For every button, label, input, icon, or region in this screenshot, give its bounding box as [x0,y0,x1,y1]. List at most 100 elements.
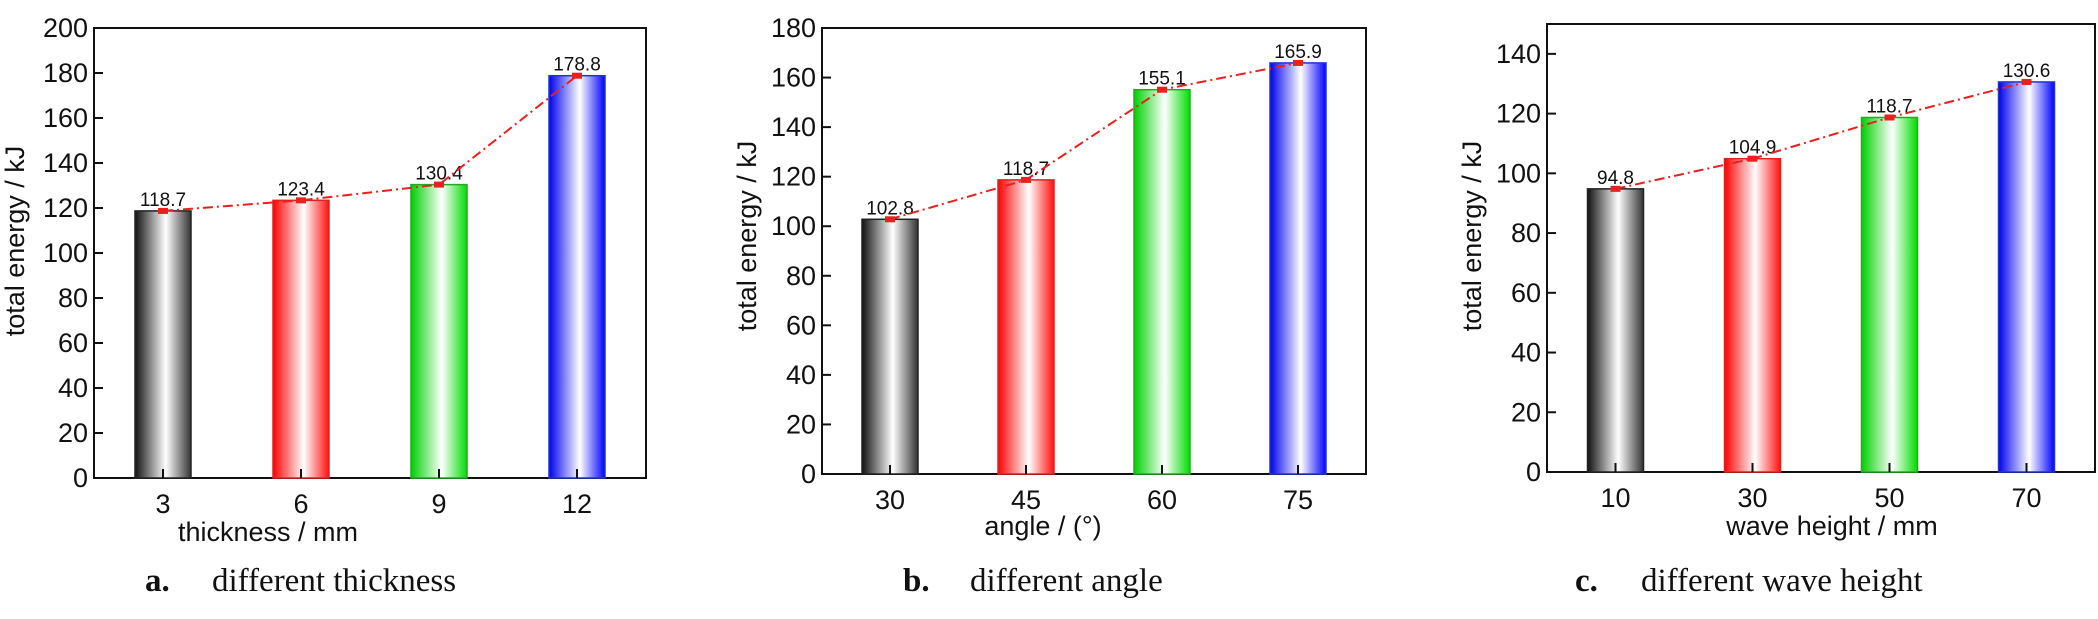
panel-b-xlabel: angle / (°) [984,511,1101,541]
trend-marker [1610,185,1621,192]
y-tick-label: 0 [801,459,816,489]
panel-c-caption-letter: c. [1575,563,1598,599]
x-tick-label: 9 [431,489,446,519]
data-label: 155.1 [1138,69,1186,90]
y-tick-label: 40 [786,360,816,390]
y-tick-label: 40 [58,373,88,403]
trend-marker [1157,86,1167,93]
y-tick-label: 140 [771,112,816,142]
panel-c-plot: 0 20 40 60 80 100 120 140 10 94.8 30 104.9 50 118.7 70… [1496,23,2096,513]
x-tick-label: 50 [1874,483,1904,513]
trend-marker [885,216,895,223]
panel-a-caption-letter: a. [145,563,170,599]
bar [410,183,468,479]
y-tick-label: 60 [58,328,88,358]
x-tick-label: 3 [155,489,170,519]
panel-a: 0 20 40 60 80 100 120 140 160 180 200 3 118.7 6 123.4 9… [0,13,647,599]
trend-marker [1293,59,1303,66]
y-tick-label: 80 [58,283,88,313]
trend-marker [296,197,306,204]
y-tick-label: 80 [1511,218,1541,248]
plot-frame [821,27,1367,475]
trend-line [889,61,1299,221]
bar [134,210,192,479]
bar [548,74,606,479]
x-tick-label: 60 [1147,485,1177,515]
x-tick-label: 70 [2011,483,2041,513]
panel-c-ylabel: total energy / kJ [1457,141,1487,332]
panel-b-ylabel: total energy / kJ [732,141,762,332]
x-tick-label: 75 [1283,485,1313,515]
data-label: 104.9 [1729,138,1777,159]
data-label: 130.6 [2003,61,2051,82]
y-tick-label: 180 [771,13,816,43]
data-label: 123.4 [277,179,325,200]
y-tick-label: 120 [1496,99,1541,129]
panel-c-caption-text: different wave height [1641,563,1923,599]
trend-marker [1747,155,1758,162]
x-tick-label: 10 [1600,483,1630,513]
bar [997,179,1055,475]
y-tick-label: 180 [43,58,88,88]
data-label: 130.4 [415,164,463,185]
trend-marker [572,72,582,79]
y-tick-label: 100 [43,238,88,268]
data-label: 94.8 [1597,168,1634,189]
panel-b-caption-text: different angle [970,563,1163,599]
bar [1860,116,1919,473]
bar [1723,157,1782,473]
panel-a-xlabel: thickness / mm [178,517,358,547]
trend-marker [2021,78,2032,85]
trend-marker [1021,176,1031,183]
trend-marker [158,207,168,214]
bar [1133,88,1191,475]
y-tick-label: 40 [1511,338,1541,368]
trend-marker [434,181,444,188]
y-tick-label: 200 [43,13,88,43]
trend-line [162,74,578,212]
bar [861,218,919,475]
plot-frame [1546,23,2096,473]
panel-b-plot: 0 20 40 60 80 100 120 140 160 180 30 102.8 45 118.7 60… [771,13,1367,515]
x-tick-label: 30 [875,485,905,515]
y-tick-label: 140 [1496,39,1541,69]
y-tick-label: 0 [73,463,88,493]
bar [272,199,330,479]
x-tick-label: 30 [1737,483,1767,513]
bar [1586,188,1645,473]
y-tick-label: 80 [786,261,816,291]
x-tick-label: 45 [1011,485,1041,515]
panel-a-plot: 0 20 40 60 80 100 120 140 160 180 200 3 118.7 6 123.4 9… [43,13,647,519]
trend-marker [1884,114,1895,121]
bar [1269,62,1327,475]
data-label: 102.8 [866,198,914,219]
y-tick-label: 20 [786,409,816,439]
y-tick-label: 120 [43,193,88,223]
y-tick-label: 20 [58,418,88,448]
panel-b: 0 20 40 60 80 100 120 140 160 180 30 102.8 45 118.7 60… [732,13,1367,599]
data-label: 118.7 [1866,96,1912,117]
y-tick-label: 60 [786,310,816,340]
trend-line [1615,80,2027,190]
y-tick-label: 100 [1496,158,1541,188]
panel-a-ylabel: total energy / kJ [0,146,30,337]
y-tick-label: 20 [1511,397,1541,427]
data-label: 178.8 [553,55,601,76]
y-tick-label: 0 [1526,457,1541,487]
panel-a-caption-text: different thickness [212,563,456,599]
y-tick-label: 100 [771,211,816,241]
panel-c-xlabel: wave height / mm [1725,511,1938,541]
x-tick-label: 12 [562,489,592,519]
data-label: 165.9 [1274,42,1322,63]
data-label: 118.7 [140,190,186,211]
panel-c: 0 20 40 60 80 100 120 140 10 94.8 30 104.9 50 118.7 70… [1457,23,2096,599]
y-tick-label: 140 [43,148,88,178]
y-tick-label: 120 [771,162,816,192]
x-tick-label: 6 [293,489,308,519]
bar [1997,81,2056,473]
y-tick-label: 160 [771,63,816,93]
y-tick-label: 60 [1511,278,1541,308]
data-label: 118.7 [1003,159,1049,180]
y-tick-label: 160 [43,103,88,133]
